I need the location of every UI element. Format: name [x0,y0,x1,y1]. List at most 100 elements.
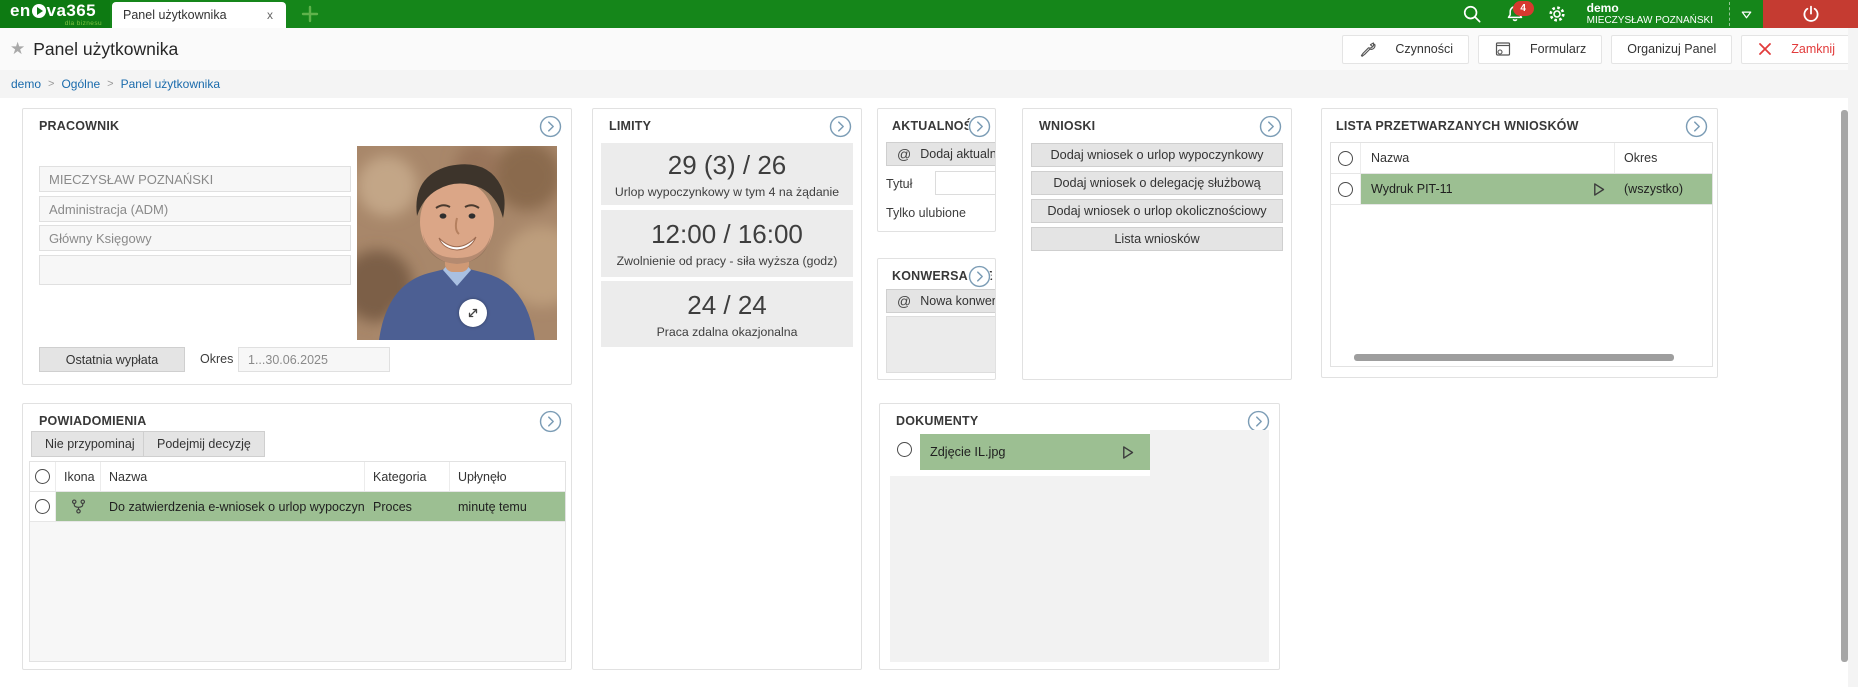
tab-label: Panel użytkownika [123,8,227,22]
okres-field[interactable]: 1...30.06.2025 [238,347,390,372]
lista-row[interactable]: Wydruk PIT-11 (wszystko) [1331,174,1712,205]
document-row[interactable]: Zdjęcie IL.jpg [920,434,1150,470]
panel-lista-title: LISTA PRZETWARZANYCH WNIOSKÓW [1336,119,1579,133]
new-tab-button[interactable] [286,0,334,28]
powiadomienia-row[interactable]: Do zatwierdzenia e-wniosek o urlop wypoc… [30,492,565,522]
user-menu[interactable]: demo MIECZYSŁAW POZNAŃSKI [1587,1,1713,27]
dodaj-urlop-wypoczynkowy-button[interactable]: Dodaj wniosek o urlop wypoczynkowy [1031,143,1283,167]
select-all-radio[interactable] [1338,150,1353,166]
breadcrumb-panel-uzytkownika[interactable]: Panel użytkownika [120,77,220,91]
column-nazwa[interactable]: Nazwa [1361,143,1615,173]
panel-pracownik-expand-button[interactable] [539,115,562,138]
dokumenty-list-area: Zdjęcie IL.jpg [890,430,1269,662]
logo-text-en: en [10,1,31,20]
settings-button[interactable] [1547,4,1567,24]
horizontal-scrollbar[interactable] [1354,354,1674,361]
run-wniosek-button[interactable] [1590,181,1607,198]
czynnosci-button[interactable]: Czynności [1342,34,1470,64]
panel-pracownik: PRACOWNIK MIECZYSŁAW POZNAŃSKI Administr… [22,108,572,385]
search-icon [1463,5,1481,22]
column-kategoria[interactable]: Kategoria [365,462,450,491]
limit-zwolnienie-sila-wyzsza: 12:00 / 16:00 Zwolnienie od pracy - siła… [601,210,853,277]
chevron-circle-icon [1685,115,1708,138]
panel-konwersacje-expand-button[interactable] [968,265,991,288]
photo-expand-button[interactable] [459,299,487,327]
nie-przypominaj-button[interactable]: Nie przypominaj [31,431,149,457]
employee-extra-field[interactable] [39,255,351,285]
row-radio[interactable] [35,499,50,514]
podejmij-decyzje-button[interactable]: Podejmij decyzję [143,431,265,457]
zamknij-button[interactable]: Zamknij [1741,34,1851,64]
vertical-scrollbar[interactable] [1841,110,1848,662]
organizuj-panel-button[interactable]: Organizuj Panel [1611,34,1733,64]
dodaj-delegacja-sluzbowa-button[interactable]: Dodaj wniosek o delegację służbową [1031,171,1283,195]
wrench-icon [1361,41,1376,57]
right-margin [1848,28,1858,687]
app-logo[interactable]: en va 365 dla biznesu [0,0,110,28]
panel-lista-expand-button[interactable] [1685,115,1708,138]
limit-value: 12:00 / 16:00 [651,219,803,249]
search-button[interactable] [1462,4,1483,25]
row-radio[interactable] [1338,181,1353,197]
tytul-input[interactable] [935,171,995,195]
formularz-button[interactable]: Formularz [1478,34,1603,64]
logout-button[interactable] [1763,0,1858,28]
favorite-star-icon[interactable]: ★ [10,39,26,58]
topbar: en va 365 dla biznesu Panel użytkownika x [0,0,1858,28]
panel-limity-expand-button[interactable] [829,115,852,138]
page-title: Panel użytkownika [33,38,179,59]
breadcrumb-demo[interactable]: demo [11,77,42,91]
column-okres[interactable]: Okres [1624,151,1658,165]
panel-aktualnosci-expand-button[interactable] [968,115,991,138]
zamknij-label: Zamknij [1791,42,1835,56]
panel-powiadomienia-expand-button[interactable] [539,410,562,433]
lista-header-row: Nazwa Okres [1331,143,1712,174]
open-document-button[interactable] [1119,444,1136,461]
limit-value: 24 / 24 [687,289,767,320]
dodaj-urlop-okolicznosciowy-button[interactable]: Dodaj wniosek o urlop okolicznościowy [1031,199,1283,223]
notifications-button[interactable]: 4 [1505,1,1534,24]
notification-badge: 4 [1512,1,1534,16]
panel-aktualnosci: AKTUALNOŚCI @ Dodaj aktualność Tytuł Tyl… [877,108,996,232]
limit-praca-zdalna: 24 / 24 Praca zdalna okazjonalna [601,281,853,347]
at-icon: @ [897,293,912,309]
tab-panel-uzytkownika[interactable]: Panel użytkownika x [112,2,286,28]
document-radio[interactable] [897,442,912,457]
column-nazwa[interactable]: Nazwa [101,462,365,491]
limit-caption: Zwolnienie od pracy - siła wyższa (godz) [616,254,838,268]
chevron-circle-icon [968,265,991,288]
panel-konwersacje-title: KONWERSACJE [892,269,993,283]
select-all-radio[interactable] [35,469,50,484]
employee-position-field[interactable]: Główny Księgowy [39,225,351,251]
breadcrumb-ogolne[interactable]: Ogólne [61,77,101,91]
chevron-circle-icon [539,410,562,433]
nowa-konwersacja-label: Nowa konwersacja [920,294,996,308]
column-uplynelo[interactable]: Upłynęło [458,469,507,484]
panel-dokumenty-expand-button[interactable] [1247,410,1270,433]
column-ikona[interactable]: Ikona [56,462,101,491]
tylko-ulubione-label[interactable]: Tylko ulubione [886,206,966,220]
wniosek-name: Wydruk PIT-11 [1371,182,1453,196]
user-name: demo [1586,0,1619,15]
gear-icon [1549,6,1565,22]
nowa-konwersacja-button[interactable]: @ Nowa konwersacja [886,289,996,313]
employee-department-field[interactable]: Administracja (ADM) [39,196,351,222]
logo-text-365: 365 [66,1,96,20]
panel-powiadomienia: POWIADOMIENIA Nie przypominaj Podejmij d… [22,403,572,670]
user-menu-caret-button[interactable] [1730,0,1763,28]
workflow-branch-icon [71,499,86,514]
tab-close-icon[interactable]: x [267,8,273,22]
panel-konwersacje: KONWERSACJE @ Nowa konwersacja [877,258,996,380]
notification-elapsed: minutę temu [458,499,527,514]
dodaj-aktualnosc-button[interactable]: @ Dodaj aktualność [886,142,995,166]
chevron-circle-icon [539,115,562,138]
lista-wnioskow-button[interactable]: Lista wniosków [1031,227,1283,251]
employee-name-field[interactable]: MIECZYSŁAW POZNAŃSKI [39,166,351,192]
panel-pracownik-title: PRACOWNIK [39,119,120,133]
panel-dokumenty: DOKUMENTY Zdjęcie IL.jpg [879,403,1280,670]
ostatnia-wyplata-button[interactable]: Ostatnia wypłata [39,347,185,372]
konwersacja-message-area[interactable] [886,316,995,373]
lista-wnioskow-table: Nazwa Okres Wydruk PIT-11 (wszystko) [1330,142,1713,367]
panel-wnioski-expand-button[interactable] [1259,115,1282,138]
